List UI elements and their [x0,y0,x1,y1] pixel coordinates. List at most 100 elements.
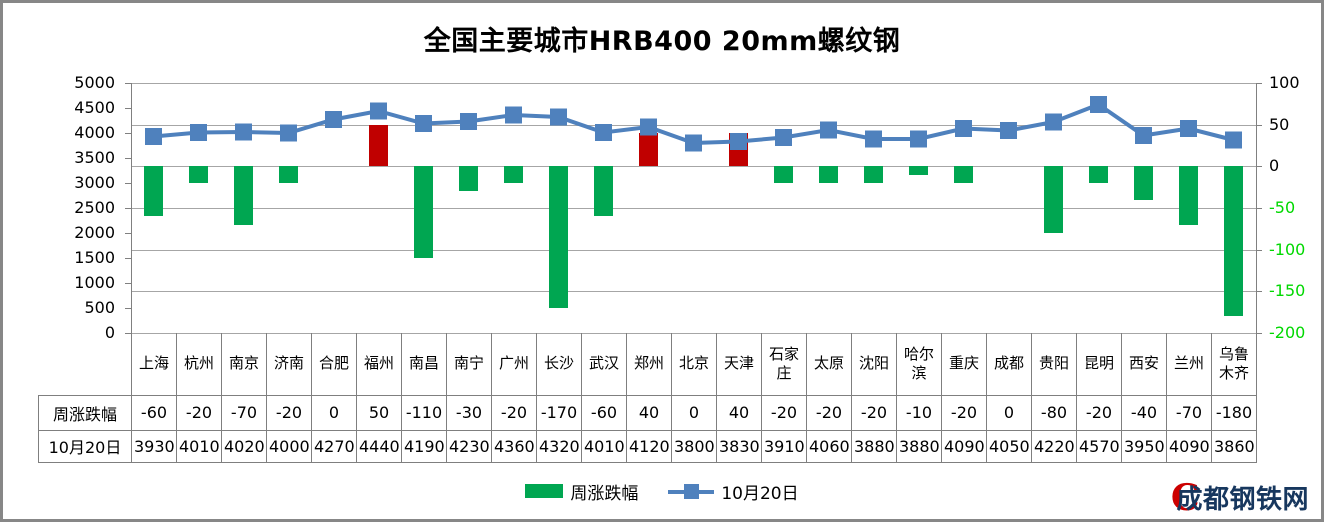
table-cell-change: 40 [626,394,672,431]
gridline [131,166,1256,168]
price-marker [955,120,972,137]
change-bar [414,166,433,258]
table-corner-cell [38,333,132,395]
right-axis-label: 100 [1269,73,1300,92]
price-marker [775,129,792,146]
table-cell-price: 3860 [1211,429,1257,463]
table-cell-city: 石家庄 [761,333,807,395]
left-axis-tick [125,133,131,134]
change-bar [819,166,838,183]
table-cell-price: 4060 [806,429,852,463]
line-legend-square [684,483,700,499]
table-cell-change: -60 [581,394,627,431]
table-cell-change: -20 [266,394,312,431]
table-cell-change: 40 [716,394,762,431]
price-marker [1225,131,1242,149]
right-axis-label: 0 [1269,156,1280,176]
right-axis-label: 50 [1269,114,1290,134]
chart-title: 全国主要城市HRB400 20mm螺纹钢 [423,26,901,57]
table-cell-change: -20 [941,394,987,431]
table-cell-change: -30 [446,394,492,431]
table-cell-change: -20 [1076,394,1122,431]
price-marker [415,115,432,132]
table-cell-city: 合肥 [311,333,357,395]
table-cell-price: 3950 [1121,429,1167,463]
table-cell-price: 4220 [1031,429,1077,463]
left-axis-label: 2500 [74,198,115,217]
table-cell-price: 4120 [626,429,672,463]
table-cell-price: 4190 [401,429,447,463]
table-cell-change: -60 [131,394,177,431]
site-watermark: C 成都钢铁网 [1171,479,1309,516]
change-bar [1044,166,1063,233]
price-marker [235,123,252,141]
table-cell-price: 3880 [896,429,942,463]
gridline [131,83,1256,84]
table-cell-city: 成都 [986,333,1032,395]
table-cell-city: 济南 [266,333,312,395]
price-marker [1135,127,1152,144]
table-cell-change: 0 [671,394,717,431]
table-cell-city: 昆明 [1076,333,1122,395]
table-cell-price: 4020 [221,429,267,463]
table-cell-change: -20 [176,394,222,431]
table-cell-city: 兰州 [1166,333,1212,395]
table-cell-city: 太原 [806,333,852,395]
change-bar [189,166,208,183]
table-cell-change: 0 [986,394,1032,431]
table-cell-change: -70 [1166,394,1212,431]
right-axis-tick [1256,333,1262,334]
change-bar [1134,166,1153,200]
table-cell-city: 杭州 [176,333,222,395]
left-axis-tick [125,158,131,159]
table-cell-change: 50 [356,394,402,431]
table-cell-change: 0 [311,394,357,431]
price-marker [865,130,882,148]
table-row-header-change: 周涨跌幅 [38,394,132,431]
change-bar [234,166,253,225]
table-cell-price: 3830 [716,429,762,463]
line-legend-marker-icon [668,483,715,499]
left-axis-label: 5000 [74,73,115,92]
change-bar [144,166,163,217]
table-cell-city: 上海 [131,333,177,395]
chart-legend: 周涨跌幅 10月20日 [3,479,1321,504]
right-axis-tick [1256,291,1262,293]
left-axis-tick [125,233,131,234]
table-cell-change: -20 [761,394,807,431]
legend-item-price: 10月20日 [668,479,799,504]
table-cell-city: 天津 [716,333,762,395]
change-bar [1224,166,1243,317]
right-axis-tick [1256,124,1262,126]
change-bar [594,166,613,217]
right-axis-tick [1256,208,1262,209]
table-cell-price: 4270 [311,429,357,463]
left-axis-tick [125,83,131,84]
gridline [131,291,1256,293]
table-cell-change: -20 [851,394,897,431]
left-axis-tick [125,258,131,259]
table-cell-price: 4320 [536,429,582,463]
price-marker [505,106,522,124]
table-cell-change: -180 [1211,394,1257,431]
change-bar [729,133,748,167]
table-cell-price: 4230 [446,429,492,463]
left-axis-label: 4000 [74,123,115,142]
left-axis-label: 500 [84,298,115,317]
left-axis-label: 4500 [74,98,115,117]
table-cell-change: -20 [491,394,537,431]
change-bar [1089,166,1108,183]
table-cell-change: -80 [1031,394,1077,431]
table-cell-change: -20 [806,394,852,431]
table-cell-change: -170 [536,394,582,431]
table-cell-price: 4010 [581,429,627,463]
change-bar [369,124,388,167]
table-row-header-price: 10月20日 [38,429,132,463]
table-cell-change: -110 [401,394,447,431]
table-cell-price: 3800 [671,429,717,463]
table-cell-price: 4090 [1166,429,1212,463]
right-axis-label: -150 [1269,281,1306,301]
left-axis-tick [125,183,131,184]
table-cell-change: -10 [896,394,942,431]
table-cell-city: 哈尔滨 [896,333,942,395]
